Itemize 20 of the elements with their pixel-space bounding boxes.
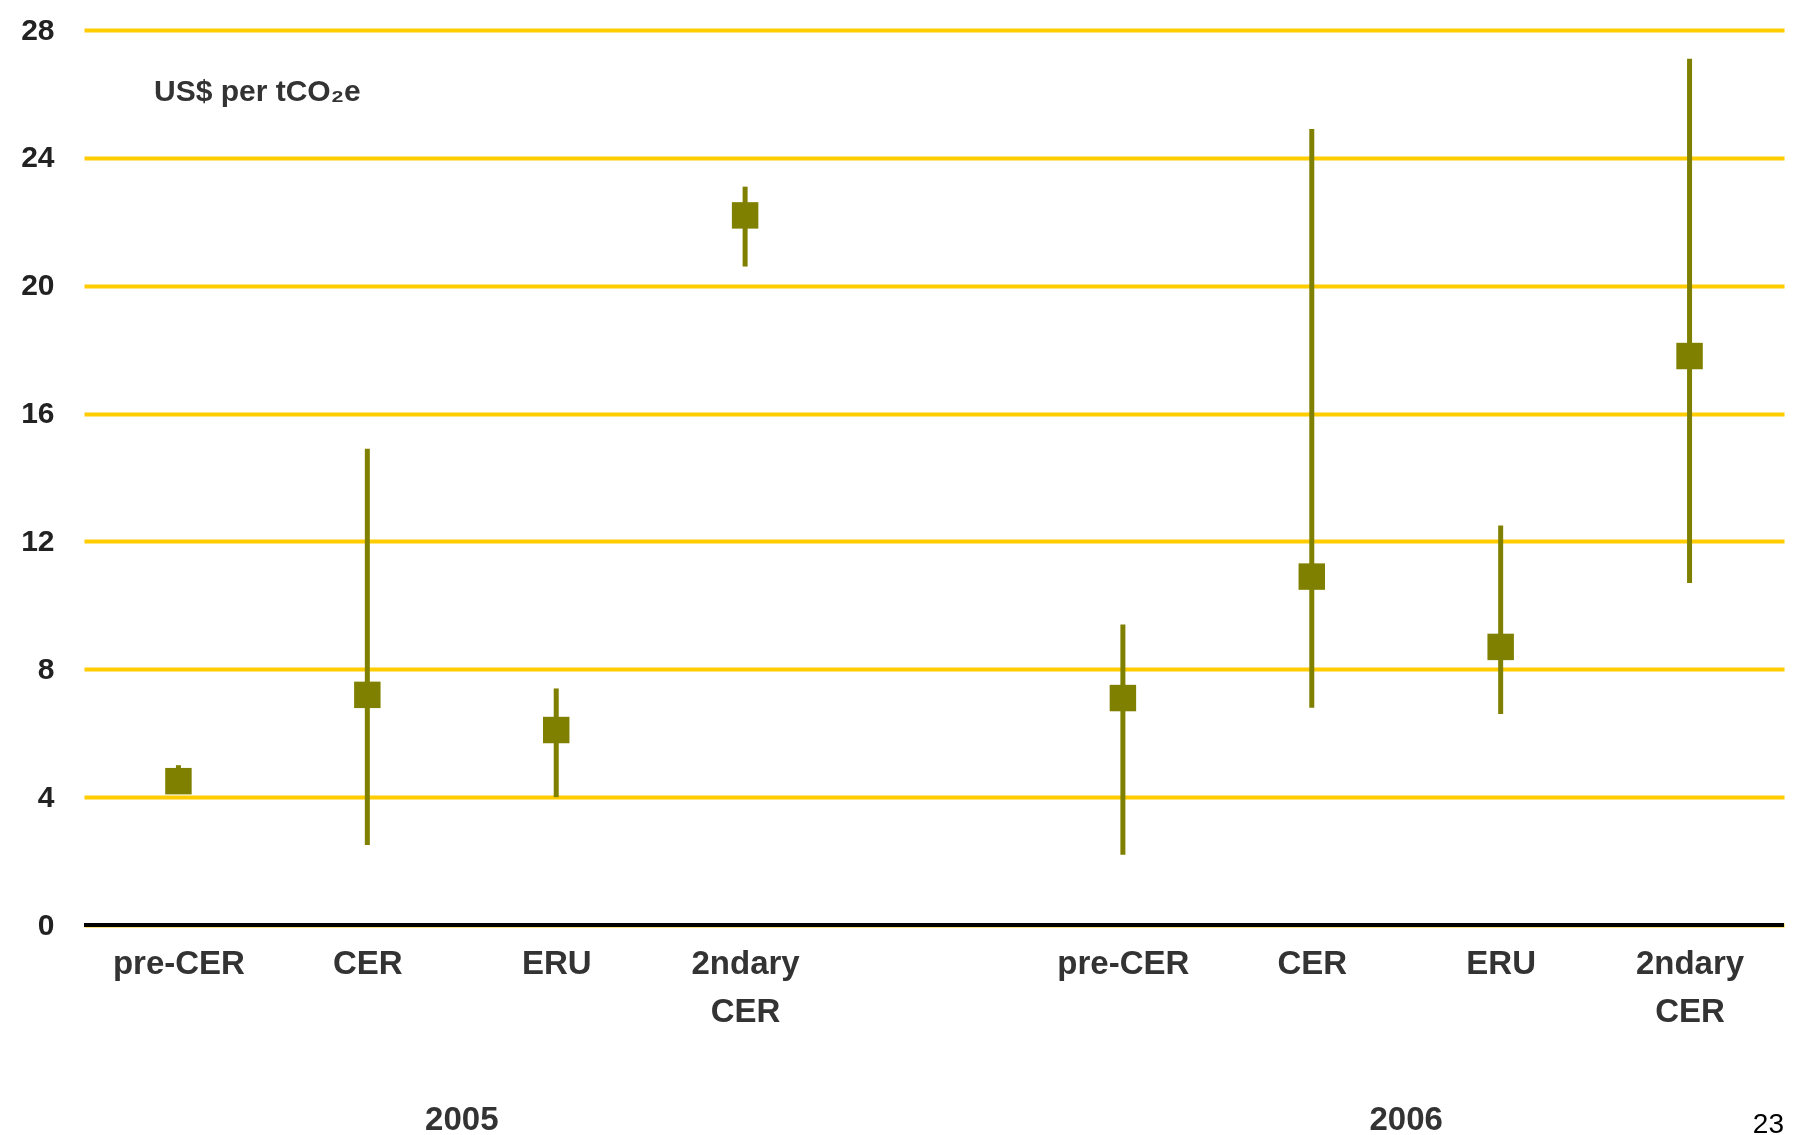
text: 23 <box>1752 1108 1784 1135</box>
text: 2005 <box>425 1100 499 1135</box>
x-tick-label: ERU <box>521 943 592 981</box>
y-tick-label: 12 <box>21 523 55 557</box>
x-tick-label: ERU <box>1466 943 1537 981</box>
x-tick-label: pre-CER <box>1057 943 1190 981</box>
y-tick-label: 0 <box>37 907 55 941</box>
y-tick-label: 8 <box>37 651 55 685</box>
text: 2006 <box>1369 1100 1443 1135</box>
y-tick-label: 28 <box>21 12 55 46</box>
y-tick-label: 20 <box>21 268 55 302</box>
x-tick-label: 2ndary CER <box>691 943 801 1029</box>
y-tick-label: 24 <box>21 140 55 174</box>
x-tick-label: CER <box>332 943 403 981</box>
y-tick-label: 16 <box>21 396 55 430</box>
y-tick-label: 4 <box>37 779 55 813</box>
x-tick-label: pre-CER <box>112 943 246 981</box>
x-tick-label: 2ndary CER <box>1635 943 1745 1029</box>
y-axis-title: US$ per tCO₂e <box>154 74 361 107</box>
x-tick-label: CER <box>1277 943 1348 981</box>
